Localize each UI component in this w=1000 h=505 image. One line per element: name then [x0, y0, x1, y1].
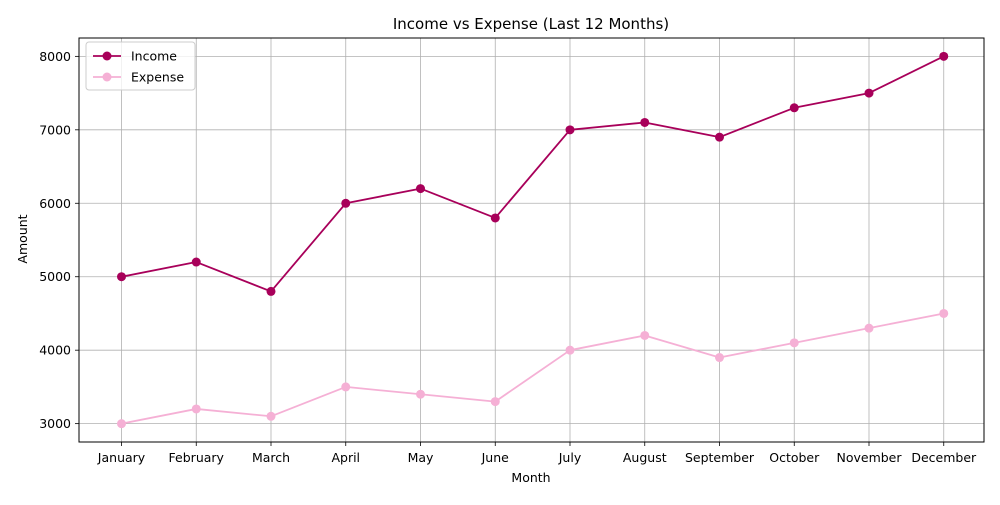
legend-income-label: Income — [131, 49, 177, 64]
income-point — [266, 286, 276, 296]
income-point — [789, 103, 799, 113]
expense-point — [715, 353, 724, 363]
income-point — [416, 184, 425, 194]
expense-point — [864, 323, 874, 333]
expense-point — [117, 419, 126, 429]
x-axis-ticks: January February March April May June July Augu… — [97, 442, 977, 465]
income-point — [715, 132, 724, 142]
y-axis-label: Amount — [15, 214, 30, 263]
y-tick-label: 6000 — [39, 196, 71, 211]
y-tick-label: 5000 — [39, 269, 71, 284]
expense-point — [565, 345, 575, 355]
x-tick-label: May — [408, 450, 434, 465]
expense-series — [117, 308, 949, 429]
chart-title: Income vs Expense (Last 12 Months) — [393, 15, 669, 33]
x-tick-label: April — [331, 450, 360, 465]
x-tick-label: July — [558, 450, 582, 465]
series-lines — [117, 51, 949, 429]
x-tick-label: February — [169, 450, 225, 465]
income-point — [939, 51, 949, 61]
income-point — [117, 272, 126, 282]
y-axis-ticks: 3000 4000 5000 6000 7000 8000 — [39, 49, 79, 431]
expense-line — [121, 312, 944, 425]
legend: Income Expense — [85, 41, 196, 91]
x-axis-label: Month — [511, 470, 550, 485]
income-point — [640, 117, 650, 127]
income-point — [341, 198, 351, 208]
x-tick-label: November — [836, 450, 902, 465]
x-tick-label: June — [481, 450, 510, 465]
x-tick-label: September — [685, 450, 755, 465]
y-tick-label: 3000 — [39, 416, 71, 431]
expense-point — [789, 338, 799, 348]
x-tick-label: October — [769, 450, 820, 465]
expense-point — [640, 330, 650, 340]
y-tick-label: 4000 — [39, 343, 71, 358]
expense-point — [341, 382, 351, 392]
x-tick-label: January — [97, 450, 146, 465]
income-point — [565, 125, 575, 135]
legend-box — [85, 41, 196, 91]
legend-expense-label: Expense — [131, 70, 184, 85]
x-tick-label: December — [911, 450, 977, 465]
x-tick-label: August — [623, 450, 667, 465]
expense-point — [939, 308, 949, 318]
y-tick-label: 7000 — [39, 122, 71, 137]
plot-frame — [78, 37, 985, 443]
expense-point — [490, 397, 500, 407]
income-point — [490, 213, 500, 223]
income-line — [121, 55, 945, 293]
expense-point — [266, 411, 276, 421]
expense-point — [191, 404, 201, 414]
expense-point — [416, 389, 425, 399]
legend-expense-marker — [102, 72, 112, 82]
income-series — [117, 51, 949, 296]
legend-income-marker — [102, 51, 112, 61]
y-tick-label: 8000 — [39, 49, 71, 64]
grid — [79, 38, 984, 442]
income-point — [191, 257, 201, 267]
x-tick-label: March — [252, 450, 290, 465]
income-point — [864, 88, 874, 98]
